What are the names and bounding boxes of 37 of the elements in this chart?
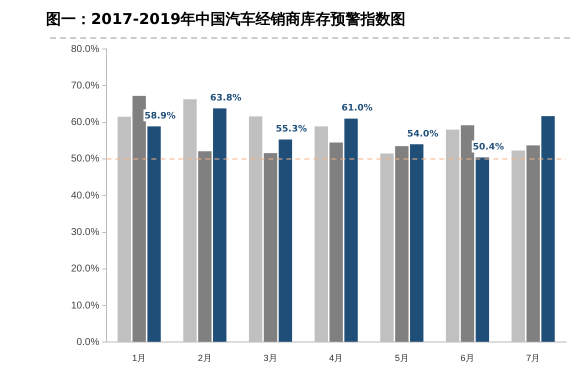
y-tick-label: 0.0% [76,336,100,348]
x-tick-label: 7月 [526,353,540,364]
bar [395,146,409,342]
bar [278,140,292,342]
y-tick-label: 70.0% [70,80,100,92]
x-tick-label: 4月 [329,353,344,364]
y-tick-label: 60.0% [70,117,100,128]
bar [526,145,540,342]
x-tick-label: 5月 [394,353,409,364]
x-tick-label: 1月 [132,353,146,364]
bar [213,108,226,342]
bar [147,126,161,342]
y-tick-label: 80.0% [70,44,100,55]
bar [410,144,424,342]
bar [132,96,146,342]
y-tick-label: 10.0% [70,300,100,312]
y-tick-label: 40.0% [70,190,100,202]
bar [344,118,358,342]
data-label: 61.0% [341,104,373,114]
x-tick-label: 2月 [198,353,212,364]
chart-title: 图一：2017-2019年中国汽车经销商库存预警指数图 [45,9,407,29]
x-tick-label: 6月 [460,353,475,364]
data-label: 54.0% [407,129,438,140]
bar [460,125,474,342]
data-label: 58.9% [144,111,176,122]
data-label: 50.4% [472,142,504,152]
y-tick-label: 30.0% [70,227,100,238]
bar [476,157,490,342]
data-label: 63.8% [210,93,242,104]
y-tick-label: 50.0% [70,154,100,165]
x-tick-label: 3月 [264,353,278,364]
bar [329,142,343,342]
y-tick-label: 20.0% [70,264,100,275]
bar [541,116,555,342]
bar [264,153,278,342]
data-label: 55.3% [276,124,308,135]
bar [198,151,212,342]
